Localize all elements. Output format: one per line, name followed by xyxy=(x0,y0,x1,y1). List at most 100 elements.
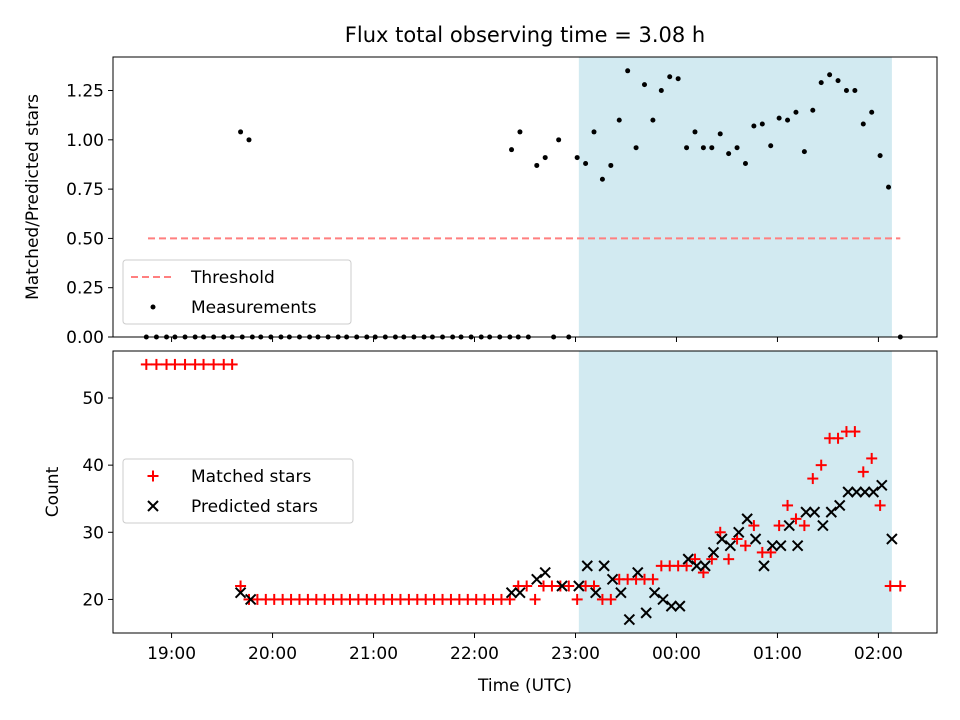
matched-point xyxy=(226,358,238,370)
predicted-point xyxy=(573,580,585,592)
bottom-x-axis: 19:00 20:00 21:00 22:00 23:00 00:00 01:00 02:00 xyxy=(147,633,903,664)
predicted-point xyxy=(657,593,669,606)
legend-predicted-swatch xyxy=(147,500,159,512)
measurement-point xyxy=(650,117,656,123)
matched-point xyxy=(571,593,583,605)
predicted-point xyxy=(886,533,898,545)
predicted-point xyxy=(556,580,568,592)
bottom-y-tick-label: 30 xyxy=(82,523,104,543)
top-legend: Threshold Measurements xyxy=(122,259,352,325)
top-legend-box xyxy=(122,259,352,325)
bottom-y-tick-label: 40 xyxy=(82,456,104,476)
measurement-point xyxy=(556,137,562,143)
predicted-point xyxy=(850,486,863,498)
matched-point xyxy=(894,580,906,592)
matched-point xyxy=(874,499,886,511)
top-x-ticks xyxy=(171,337,879,342)
predicted-point xyxy=(690,560,703,572)
top-y-tick-label: 0.00 xyxy=(66,328,104,348)
matched-point xyxy=(807,473,819,485)
measurement-point xyxy=(734,145,740,151)
measurement-point xyxy=(574,155,580,161)
measurement-point xyxy=(625,68,631,74)
matched-point xyxy=(647,573,659,585)
matched-point xyxy=(521,580,533,592)
predicted-point xyxy=(234,587,247,599)
measurement-point xyxy=(542,155,548,161)
bottom-highlight-span xyxy=(578,351,892,633)
measurement-point xyxy=(608,162,614,168)
predicted-point xyxy=(674,600,686,612)
top-panel: 0.00 0.25 0.50 0.75 1.00 1.25 Matched/Predict… xyxy=(23,56,938,348)
measurement-point xyxy=(641,82,647,88)
measurement-point xyxy=(852,88,858,94)
matched-point xyxy=(150,358,162,370)
matched-point xyxy=(739,540,751,552)
top-y-tick-label: 0.25 xyxy=(66,279,104,299)
matched-point xyxy=(790,513,802,525)
predicted-point xyxy=(800,506,812,518)
measurement-point xyxy=(709,145,715,151)
matched-point xyxy=(798,520,810,532)
legend-threshold-label: Threshold xyxy=(190,268,275,288)
legend-matched-swatch xyxy=(147,470,159,482)
predicted-point xyxy=(724,540,737,552)
top-axes-frame xyxy=(112,56,938,338)
predicted-point xyxy=(615,587,627,599)
bottom-plot-marks xyxy=(140,358,906,626)
measurement-point xyxy=(768,143,774,149)
top-y-tick-label: 1.00 xyxy=(66,131,104,151)
measurement-point xyxy=(827,72,833,78)
measurement-point xyxy=(633,145,639,151)
predicted-point xyxy=(640,607,652,619)
x-tick-label: 21:00 xyxy=(349,644,398,664)
predicted-point xyxy=(589,587,602,599)
measurement-point xyxy=(534,162,540,168)
legend-predicted-label: Predicted stars xyxy=(191,497,318,517)
predicted-point xyxy=(825,506,838,518)
x-tick-label: 19:00 xyxy=(147,644,196,664)
matched-point xyxy=(198,358,210,370)
predicted-point xyxy=(867,486,880,498)
matched-point xyxy=(832,432,844,444)
bottom-y-tick-label: 20 xyxy=(82,590,104,610)
measurement-point xyxy=(785,117,791,123)
predicted-point xyxy=(859,486,871,498)
matched-point xyxy=(563,580,575,592)
top-y-axis: 0.00 0.25 0.50 0.75 1.00 1.25 xyxy=(66,82,113,348)
measurement-point xyxy=(751,123,757,129)
predicted-point xyxy=(581,560,593,572)
predicted-point xyxy=(758,560,770,572)
predicted-point xyxy=(632,566,644,579)
measurement-point xyxy=(759,121,765,127)
predicted-point xyxy=(733,526,745,538)
matched-point xyxy=(529,593,541,605)
predicted-point xyxy=(244,593,257,606)
measurement-point xyxy=(869,109,875,115)
matched-point xyxy=(884,580,896,592)
legend-measurements-swatch xyxy=(150,304,156,310)
measurement-point xyxy=(810,107,816,113)
predicted-point xyxy=(665,600,678,612)
predicted-point xyxy=(783,519,795,532)
top-y-tick-label: 1.25 xyxy=(66,82,104,102)
matched-point xyxy=(866,452,878,464)
matched-point xyxy=(849,426,861,438)
predicted-point xyxy=(842,486,854,498)
measurement-point xyxy=(583,160,589,166)
measurement-point xyxy=(835,78,841,84)
predicted-point xyxy=(707,546,720,559)
x-tick-label: 22:00 xyxy=(450,644,499,664)
bottom-legend: Matched stars Predicted stars xyxy=(122,458,354,524)
measurement-point xyxy=(793,109,799,115)
predicted-point xyxy=(539,566,551,579)
x-tick-label: 02:00 xyxy=(854,644,903,664)
legend-plus-mark xyxy=(147,470,159,482)
predicted-point xyxy=(775,540,787,552)
measurement-point xyxy=(517,129,523,135)
predicted-point xyxy=(505,587,518,599)
measurement-point xyxy=(818,80,824,86)
bottom-y-axis-label: Count xyxy=(43,466,63,517)
matched-point xyxy=(748,520,760,532)
predicted-point xyxy=(834,499,846,512)
